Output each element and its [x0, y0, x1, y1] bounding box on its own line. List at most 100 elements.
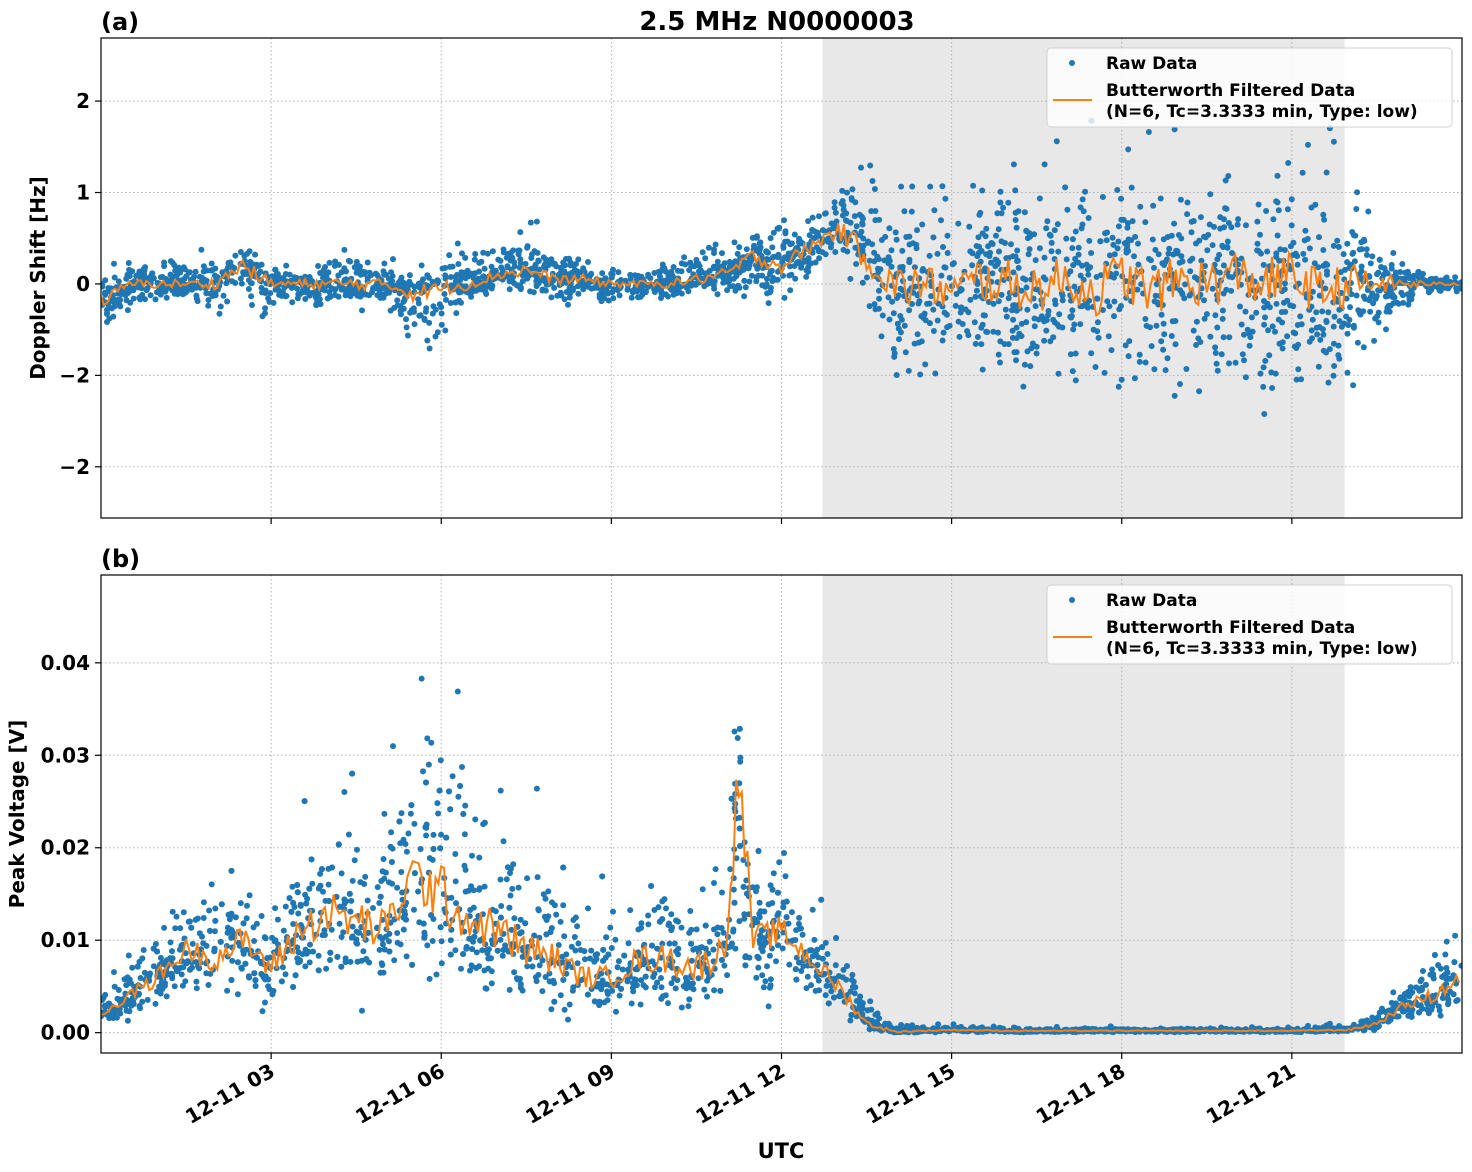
- raw-data-point: [897, 285, 904, 292]
- raw-data-point: [859, 221, 866, 228]
- raw-data-point: [1290, 329, 1297, 336]
- raw-data-point: [130, 295, 137, 302]
- raw-data-point: [995, 226, 1002, 233]
- raw-data-point: [1443, 274, 1450, 281]
- raw-data-point: [1147, 257, 1154, 264]
- raw-data-point: [1207, 191, 1214, 198]
- raw-data-point: [766, 984, 773, 991]
- raw-data-point: [338, 934, 345, 940]
- raw-data-point: [1358, 239, 1365, 246]
- raw-data-point: [1369, 290, 1376, 297]
- raw-data-point: [1323, 169, 1330, 176]
- y-tick-label: −2: [59, 363, 90, 387]
- raw-data-point: [205, 297, 212, 303]
- raw-data-point: [1273, 250, 1280, 257]
- raw-data-point: [1024, 306, 1031, 313]
- raw-data-point: [971, 319, 978, 326]
- raw-data-point: [320, 274, 326, 281]
- raw-data-point: [452, 274, 459, 280]
- raw-data-point: [1229, 274, 1236, 281]
- raw-data-point: [1101, 369, 1108, 376]
- raw-data-point: [918, 313, 925, 320]
- raw-data-point: [251, 970, 258, 977]
- raw-data-point: [546, 970, 553, 977]
- raw-data-point: [1277, 246, 1284, 253]
- raw-data-point: [378, 291, 385, 298]
- raw-data-point: [975, 250, 982, 256]
- raw-data-point: [979, 187, 986, 194]
- raw-data-point: [1151, 298, 1158, 305]
- raw-data-point: [1093, 295, 1100, 302]
- raw-data-point: [1009, 327, 1016, 334]
- raw-data-point: [479, 947, 486, 954]
- raw-data-point: [1317, 336, 1324, 343]
- raw-data-point: [642, 984, 649, 991]
- panel-b-label: (b): [101, 545, 140, 573]
- raw-data-point: [914, 227, 920, 234]
- raw-data-point: [645, 921, 652, 928]
- raw-data-point: [561, 268, 568, 275]
- raw-data-point: [315, 291, 322, 298]
- raw-data-point: [205, 982, 212, 988]
- raw-data-point: [660, 291, 666, 298]
- raw-data-point: [1022, 276, 1029, 283]
- raw-data-point: [868, 208, 875, 215]
- raw-data-point: [997, 359, 1003, 366]
- raw-data-point: [438, 831, 445, 838]
- raw-data-point: [712, 866, 719, 873]
- raw-data-point: [447, 274, 454, 280]
- raw-data-point: [1106, 303, 1113, 310]
- raw-data-point: [199, 274, 205, 281]
- raw-data-point: [1128, 184, 1135, 191]
- raw-data-point: [1274, 199, 1281, 206]
- raw-data-point: [842, 217, 849, 224]
- raw-data-point: [527, 219, 534, 226]
- raw-data-point: [891, 353, 898, 360]
- raw-data-point: [742, 284, 749, 291]
- raw-data-point: [798, 968, 805, 974]
- raw-data-point: [380, 969, 387, 976]
- raw-data-point: [1429, 275, 1436, 282]
- raw-data-point: [1320, 211, 1327, 218]
- raw-data-point: [398, 810, 405, 817]
- raw-data-point: [145, 971, 152, 978]
- raw-data-point: [741, 259, 748, 266]
- raw-data-point: [426, 319, 433, 326]
- raw-data-point: [1274, 232, 1281, 239]
- raw-data-point: [262, 305, 269, 312]
- raw-data-point: [1187, 268, 1194, 275]
- raw-data-point: [438, 321, 445, 328]
- raw-data-point: [901, 322, 908, 329]
- raw-data-point: [470, 275, 477, 282]
- raw-data-point: [1284, 333, 1291, 340]
- raw-data-point: [1242, 374, 1249, 381]
- raw-data-point: [168, 970, 175, 977]
- raw-data-point: [1014, 247, 1021, 254]
- raw-data-point: [1288, 196, 1295, 203]
- raw-data-point: [207, 970, 214, 977]
- raw-data-point: [851, 990, 858, 997]
- raw-data-point: [1131, 253, 1137, 260]
- raw-data-point: [695, 975, 702, 982]
- raw-data-point: [743, 246, 750, 253]
- raw-data-point: [306, 885, 313, 892]
- raw-data-point: [349, 923, 356, 930]
- raw-data-point: [127, 980, 134, 987]
- raw-data-point: [863, 274, 870, 281]
- raw-data-point: [853, 223, 860, 230]
- raw-data-point: [188, 924, 195, 931]
- raw-data-point: [756, 899, 763, 906]
- raw-data-point: [1320, 247, 1327, 253]
- raw-data-point: [944, 232, 951, 239]
- raw-data-point: [326, 259, 333, 266]
- raw-data-point: [1321, 216, 1328, 223]
- raw-data-point: [250, 924, 257, 931]
- raw-data-point: [1178, 235, 1185, 242]
- raw-data-point: [1360, 308, 1367, 315]
- raw-data-point: [234, 959, 241, 966]
- raw-data-point: [828, 240, 835, 247]
- raw-data-point: [1384, 293, 1391, 300]
- raw-data-point: [267, 290, 274, 297]
- raw-data-point: [1062, 184, 1069, 191]
- raw-data-point: [1336, 318, 1343, 325]
